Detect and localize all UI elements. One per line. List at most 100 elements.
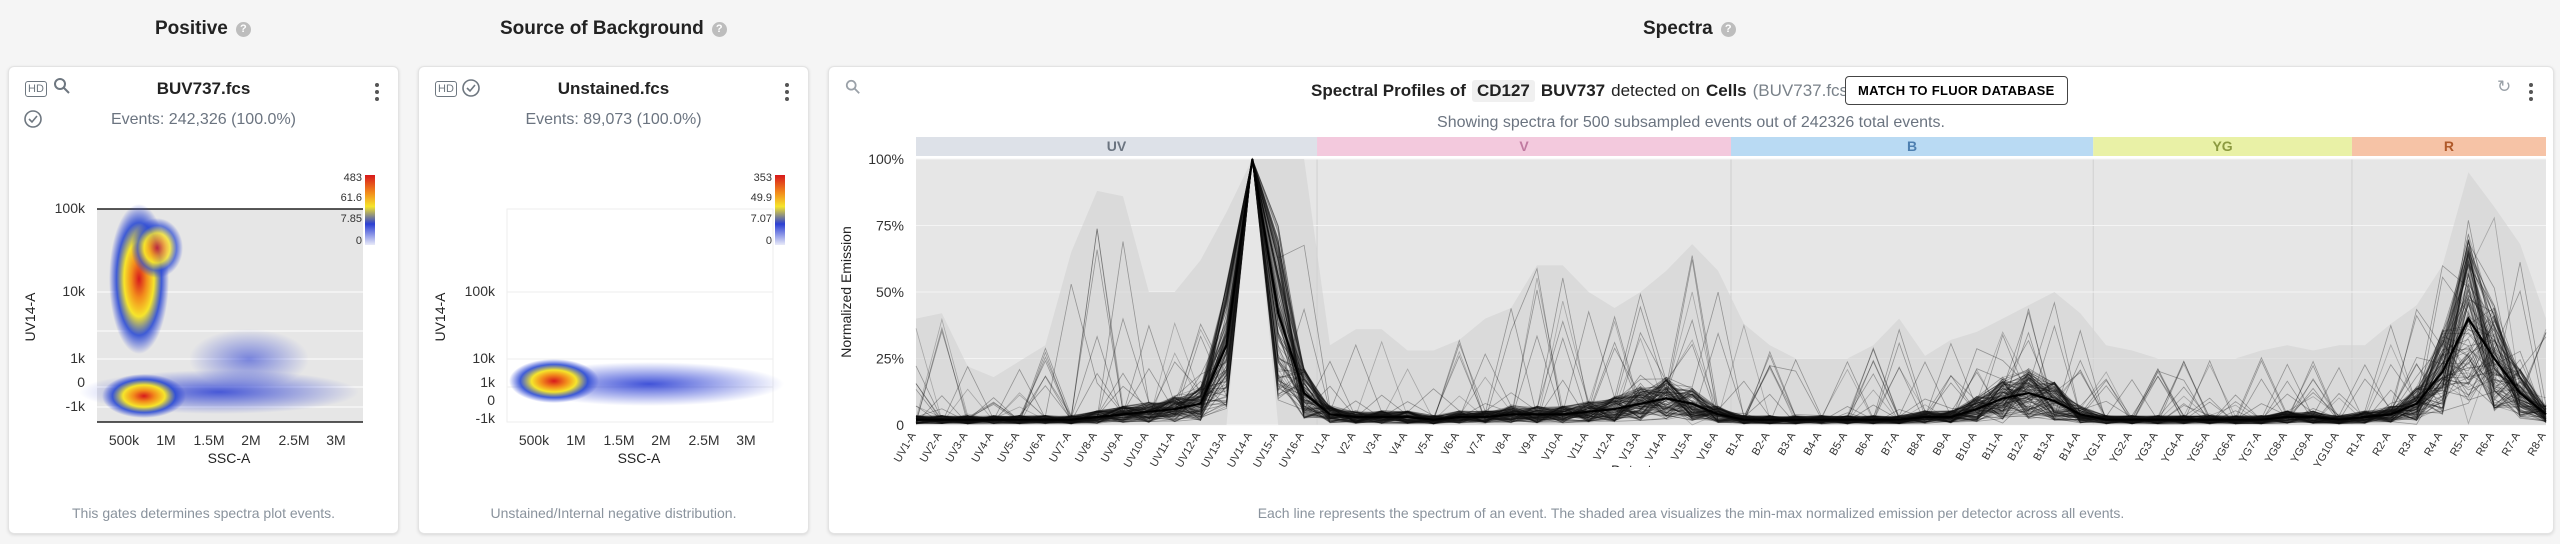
- x-tick-label: UV1-A: [892, 430, 919, 465]
- density-cluster: [102, 374, 186, 418]
- y-axis-label: Normalized Emission: [838, 226, 854, 357]
- positive-density-plot[interactable]: 483 61.6 7.85 0 100k 10k 1k 0 -1k 500k 1…: [9, 159, 398, 519]
- x-tick-label: UV5-A: [995, 430, 1022, 465]
- x-tick-label: B8-A: [1905, 430, 1928, 458]
- event-spectrum-line: [915, 158, 2547, 424]
- spectra-plot[interactable]: UV V B YG R 0 25% 50% 75% 100% UV1-A UV2-A UV3-A UV4-…: [829, 67, 2553, 467]
- background-file-name: Unstained.fcs: [557, 79, 670, 98]
- x-tick-label: V12-A: [1591, 430, 1617, 463]
- x-tick-label: YG5-A: [2185, 430, 2212, 465]
- x-tick-label: V5-A: [1413, 430, 1436, 458]
- x-tick-label: B10-A: [1954, 430, 1980, 463]
- x-tick-label: R8-A: [2526, 430, 2549, 458]
- x-tick-label: UV16-A: [1277, 430, 1307, 467]
- x-tick-label: YG8-A: [2263, 430, 2290, 465]
- match-fluor-database-button[interactable]: MATCH TO FLUOR DATABASE: [1845, 76, 2068, 105]
- event-spectrum-line: [915, 158, 2547, 425]
- median-spectrum-line: [916, 158, 2547, 421]
- more-menu-icon[interactable]: [375, 83, 379, 104]
- file-note: (BUV737.fcs): [1752, 81, 1854, 100]
- x-tick-label: UV15-A: [1251, 430, 1281, 467]
- event-spectrum-line: [915, 158, 2547, 424]
- x-tick-label: R3-A: [2396, 430, 2419, 458]
- scale-tick: 7.07: [751, 213, 772, 225]
- histogram-toggle-icon[interactable]: HD: [25, 81, 47, 97]
- x-tick-label: R7-A: [2500, 430, 2523, 458]
- x-tick-label: UV13-A: [1199, 430, 1229, 467]
- y-tick-label: 1k: [480, 374, 496, 390]
- x-axis-label: Detectors: [1611, 462, 1671, 467]
- event-spectrum-line: [915, 158, 2547, 425]
- x-tick-label: 2.5M: [278, 432, 309, 448]
- x-tick-label: YG4-A: [2159, 430, 2186, 465]
- more-menu-icon[interactable]: [2529, 83, 2533, 104]
- y-tick-label: -1k: [66, 398, 86, 414]
- x-tick-label: V15-A: [1669, 430, 1695, 463]
- spectra-card: Spectral Profiles of CD127 BUV737 detect…: [828, 66, 2554, 534]
- x-tick-label: B2-A: [1750, 430, 1773, 458]
- help-icon[interactable]: ?: [235, 21, 251, 37]
- x-tick-label: R6-A: [2474, 430, 2497, 458]
- x-tick-label: V16-A: [1695, 430, 1721, 463]
- positive-title-text: Positive: [155, 18, 228, 39]
- scale-tick: 0: [766, 235, 772, 247]
- x-tick-label: R1-A: [2345, 430, 2368, 458]
- laser-band-label: YG: [2212, 138, 2232, 154]
- event-spectrum-line: [915, 158, 2547, 424]
- spectra-section-title: Spectra ?: [1643, 18, 1736, 40]
- laser-band-label: V: [1519, 138, 1529, 154]
- event-spectrum-line: [915, 158, 2547, 425]
- search-icon[interactable]: [53, 77, 71, 100]
- x-tick-label: V9-A: [1517, 430, 1540, 458]
- event-spectrum-line: [915, 158, 2547, 425]
- x-tick-label: YG6-A: [2211, 430, 2238, 465]
- x-tick-label: 500k: [109, 432, 140, 448]
- x-tick-label: 1.5M: [193, 432, 224, 448]
- event-spectrum-line: [915, 158, 2547, 425]
- x-tick-label: 2.5M: [688, 432, 719, 448]
- density-cluster: [189, 329, 309, 389]
- y-tick-label: 75%: [876, 218, 904, 234]
- positive-event-count: Events: 242,326 (100.0%): [110, 111, 296, 128]
- background-density-plot[interactable]: 353 49.9 7.07 0 100k 10k 1k 0 -1k 500k 1…: [419, 159, 808, 519]
- y-tick-label: 0: [77, 374, 85, 390]
- help-icon[interactable]: ?: [1720, 21, 1736, 37]
- more-menu-icon[interactable]: [785, 83, 789, 104]
- x-tick-label: B12-A: [2005, 430, 2031, 463]
- y-axis-label: UV14-A: [432, 292, 448, 342]
- laser-band-r: [2351, 137, 2546, 156]
- min-max-envelope: [916, 159, 2546, 425]
- event-spectrum-line: [915, 158, 2547, 426]
- check-circle-icon[interactable]: [461, 78, 481, 103]
- y-tick-label: 0: [896, 417, 904, 433]
- x-tick-label: V8-A: [1491, 430, 1514, 458]
- event-spectrum-line: [915, 158, 2547, 424]
- event-spectrum-line: [915, 158, 2547, 425]
- x-tick-label: V7-A: [1465, 430, 1488, 458]
- y-tick-label: 100%: [868, 151, 904, 167]
- spectra-title-text: Spectra: [1643, 18, 1713, 39]
- fluor-name: BUV737: [1540, 81, 1606, 100]
- x-tick-label: YG1-A: [2082, 430, 2109, 465]
- background-event-count: Events: 89,073 (100.0%): [525, 111, 702, 128]
- x-axis-label: SSC-A: [208, 450, 251, 466]
- check-circle-icon[interactable]: [23, 109, 43, 134]
- event-spectrum-line: [915, 158, 2547, 425]
- event-spectrum-line: [915, 158, 2547, 425]
- x-tick-label: B9-A: [1931, 430, 1954, 458]
- x-tick-label: 3M: [326, 432, 345, 448]
- event-spectrum-line: [915, 158, 2547, 425]
- help-icon[interactable]: ?: [711, 21, 727, 37]
- x-tick-label: V3-A: [1362, 430, 1385, 458]
- event-spectrum-line: [915, 158, 2547, 424]
- event-spectrum-line: [915, 158, 2547, 425]
- x-tick-label: UV3-A: [944, 430, 971, 465]
- search-icon[interactable]: [845, 79, 861, 100]
- refresh-icon[interactable]: ↻: [2497, 77, 2512, 96]
- histogram-toggle-icon[interactable]: HD: [435, 81, 457, 97]
- density-cluster: [509, 359, 599, 403]
- event-spectrum-line: [915, 158, 2547, 425]
- event-spectrum-line: [915, 158, 2547, 425]
- x-tick-label: V1-A: [1310, 430, 1333, 458]
- scale-tick: 483: [344, 172, 362, 184]
